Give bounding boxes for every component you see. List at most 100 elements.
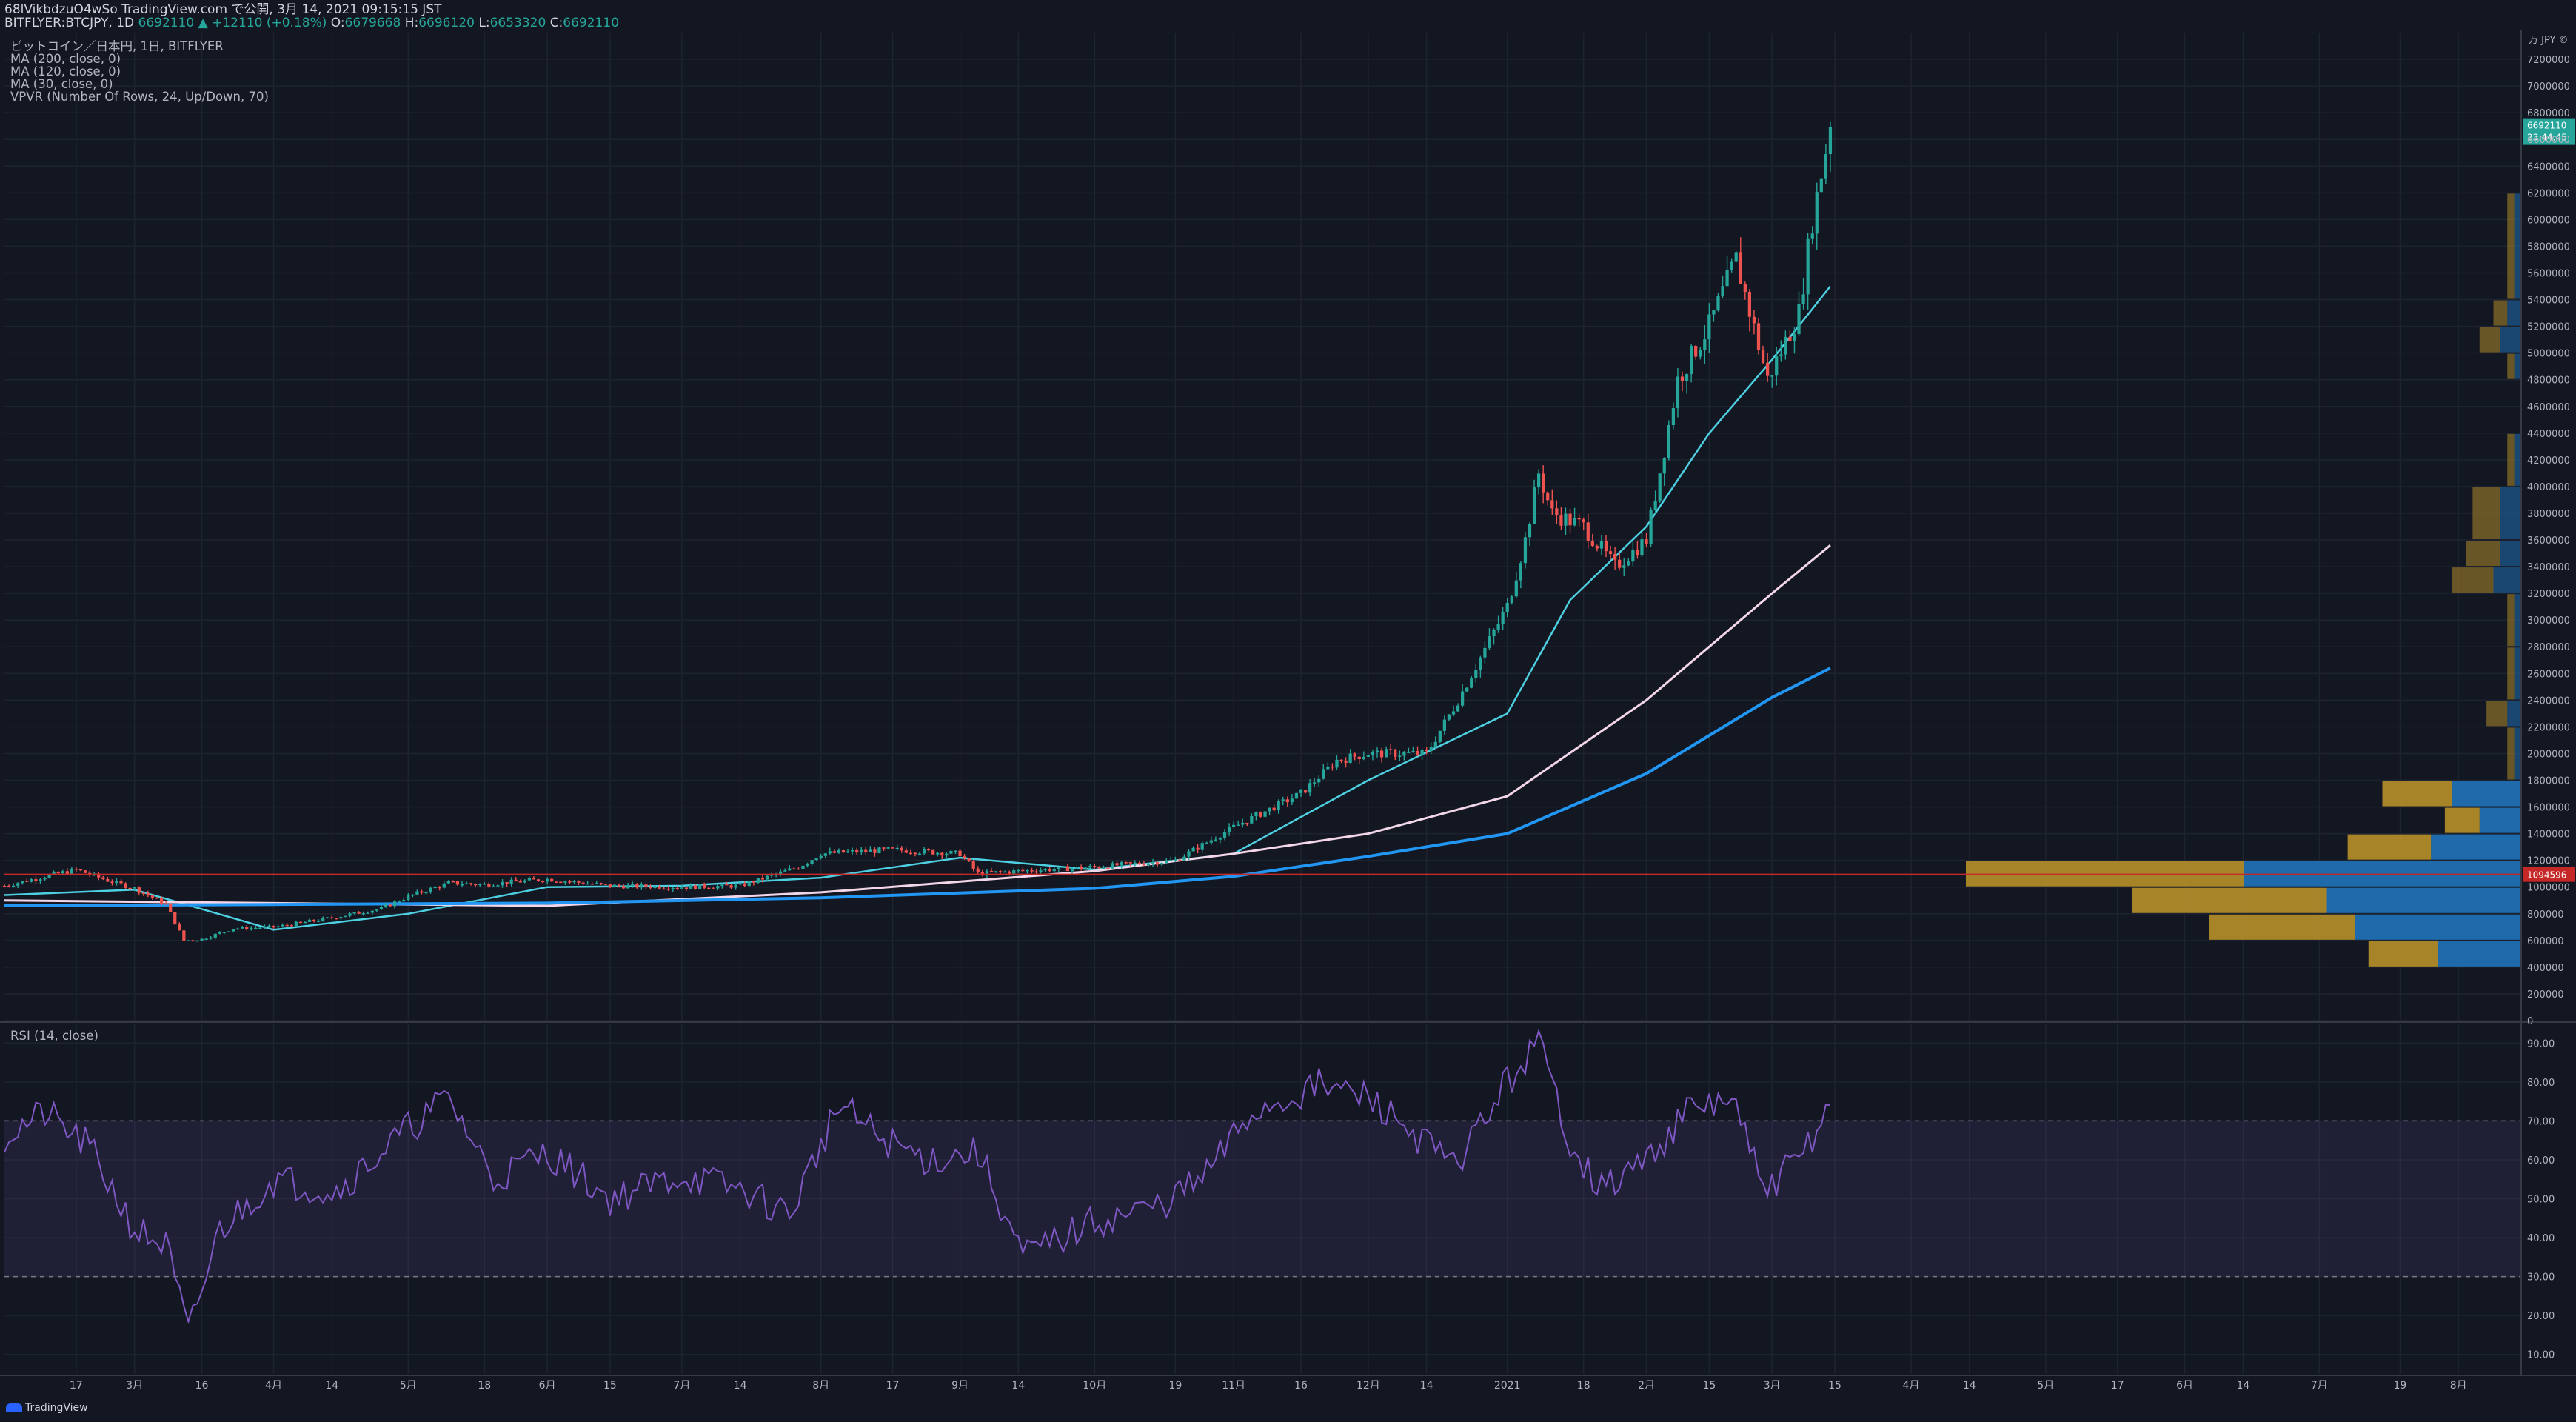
candle-body bbox=[1725, 270, 1729, 287]
candle-body bbox=[34, 879, 38, 881]
candle-body bbox=[590, 883, 594, 885]
rsi-line bbox=[4, 1028, 1831, 1324]
candle-body bbox=[1268, 807, 1271, 812]
candle-body bbox=[819, 855, 823, 858]
currency-label: 万 JPY © bbox=[2529, 35, 2569, 46]
candle-body bbox=[101, 877, 105, 879]
rsi-legend[interactable]: RSI (14, close) bbox=[10, 1029, 98, 1043]
candle-body bbox=[1488, 636, 1491, 648]
candle-body bbox=[1716, 296, 1720, 311]
candle-body bbox=[1065, 866, 1070, 872]
candle-body bbox=[21, 881, 24, 884]
candle-body bbox=[438, 887, 441, 889]
candle-body bbox=[1622, 565, 1626, 568]
candle-body bbox=[747, 881, 751, 887]
candle-body bbox=[1479, 657, 1482, 670]
ohlc-header: BITFLYER:BTCJPY, 1D 6692110 ▲ +12110 (+0… bbox=[4, 16, 619, 30]
candle-body bbox=[725, 884, 729, 886]
candle-body bbox=[455, 881, 460, 885]
time-tick-label: 14 bbox=[1011, 1380, 1025, 1392]
candle-body bbox=[527, 878, 532, 881]
vpvr-down-bar bbox=[2493, 300, 2508, 326]
candle-body bbox=[133, 887, 136, 889]
candle-body bbox=[70, 868, 74, 874]
price-tick-label: 7200000 bbox=[2527, 55, 2570, 66]
candle-body bbox=[326, 917, 329, 919]
candle-body bbox=[559, 881, 563, 884]
candle-body bbox=[1303, 790, 1308, 793]
candle-body bbox=[864, 849, 868, 852]
candle-body bbox=[1043, 869, 1047, 871]
price-tick-label: 3600000 bbox=[2527, 535, 2570, 547]
candle-body bbox=[729, 885, 733, 888]
candle-body bbox=[846, 851, 850, 853]
candle-body bbox=[666, 888, 670, 890]
tradingview-brand[interactable]: TradingView bbox=[6, 1402, 88, 1414]
candle-body bbox=[1097, 867, 1101, 869]
candle-body bbox=[855, 849, 859, 853]
candle-body bbox=[949, 850, 953, 854]
candle-body bbox=[78, 869, 83, 871]
candle-body bbox=[895, 847, 899, 849]
candle-body bbox=[1039, 870, 1043, 872]
time-tick-label: 12月 bbox=[1356, 1380, 1380, 1392]
candle-body bbox=[1362, 756, 1365, 760]
price-tick-label: 5000000 bbox=[2527, 349, 2570, 360]
candle-body bbox=[1227, 827, 1231, 832]
candle-body bbox=[877, 847, 881, 853]
candle-body bbox=[631, 884, 635, 886]
candle-body bbox=[823, 853, 827, 856]
candle-body bbox=[281, 924, 284, 927]
candle-body bbox=[1667, 424, 1670, 458]
candle-body bbox=[1277, 801, 1280, 811]
vpvr-up-bar bbox=[2507, 701, 2521, 727]
candle-body bbox=[1344, 760, 1348, 763]
legend-ma30[interactable]: MA (30, close, 0) bbox=[10, 77, 113, 91]
candle-body bbox=[1586, 522, 1590, 541]
candle-body bbox=[1313, 782, 1317, 784]
candle-body bbox=[1030, 869, 1034, 872]
legend-ma200[interactable]: MA (200, close, 0) bbox=[10, 52, 121, 66]
candle-body bbox=[11, 885, 16, 887]
candle-body bbox=[478, 884, 482, 885]
candle-body bbox=[1111, 863, 1114, 869]
candle-body bbox=[321, 918, 325, 921]
time-tick-label: 15 bbox=[603, 1380, 617, 1392]
candle-body bbox=[891, 847, 894, 849]
vpvr-down-bar bbox=[2507, 353, 2515, 379]
candle-body bbox=[1564, 513, 1568, 526]
candle-body bbox=[1546, 492, 1550, 501]
legend-vpvr[interactable]: VPVR (Number Of Rows, 24, Up/Down, 70) bbox=[10, 90, 269, 104]
price-tick-label: 5400000 bbox=[2527, 296, 2570, 307]
candle-body bbox=[882, 847, 886, 849]
last-price: 6692110 bbox=[138, 16, 195, 30]
candle-body bbox=[850, 849, 854, 852]
time-tick-label: 18 bbox=[1577, 1380, 1590, 1392]
rsi-tick-label: 70.00 bbox=[2527, 1116, 2555, 1127]
candle-body bbox=[1357, 756, 1361, 760]
legend-ma120[interactable]: MA (120, close, 0) bbox=[10, 64, 121, 79]
candle-body bbox=[612, 884, 617, 887]
time-tick-label: 19 bbox=[1168, 1380, 1182, 1392]
candle-body bbox=[626, 885, 630, 889]
vpvr-down-bar bbox=[2507, 647, 2515, 700]
candle-body bbox=[523, 880, 526, 883]
candle-body bbox=[375, 909, 379, 911]
time-tick-label: 6月 bbox=[539, 1380, 556, 1392]
rsi-band-fill bbox=[4, 1121, 2521, 1277]
candle-body bbox=[1214, 839, 1218, 841]
candle-body bbox=[792, 868, 796, 870]
candle-body bbox=[384, 904, 388, 907]
candle-body bbox=[240, 927, 244, 929]
candle-body bbox=[1326, 766, 1330, 770]
vpvr-down-bar bbox=[2507, 193, 2515, 299]
candle-body bbox=[599, 883, 603, 884]
candle-body bbox=[644, 884, 648, 887]
candle-body bbox=[1595, 546, 1599, 549]
candle-body bbox=[963, 856, 966, 858]
time-tick-label: 18 bbox=[478, 1380, 491, 1392]
candle-body bbox=[1366, 755, 1371, 757]
candle-body bbox=[1756, 323, 1761, 350]
legend-main-series[interactable]: ビットコイン／日本円, 1日, BITFLYER bbox=[10, 39, 224, 53]
